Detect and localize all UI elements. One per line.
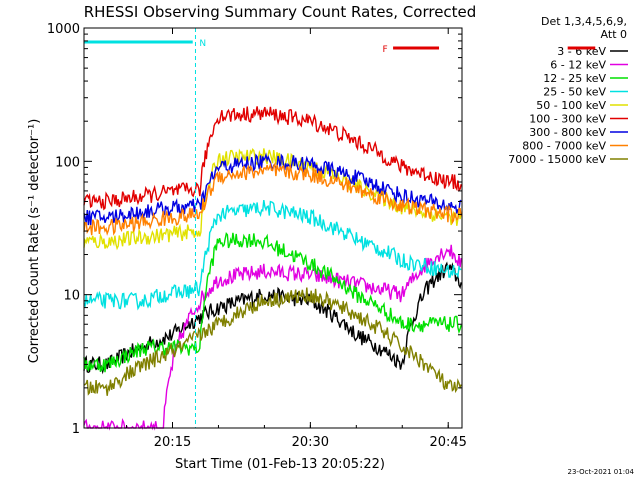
series-line-0 xyxy=(83,261,462,375)
y-tick-label: 1000 xyxy=(47,22,80,37)
y-tick-label: 100 xyxy=(55,155,80,170)
legend-label-5: 100 - 300 keV xyxy=(529,113,606,126)
y-tick-label: 10 xyxy=(63,289,80,304)
flag-label-F: F xyxy=(382,45,387,55)
legend-header-line-0: Det 1,3,4,5,6,9, xyxy=(541,15,627,28)
legend-label-8: 7000 - 15000 keV xyxy=(508,153,606,166)
plot-frame xyxy=(83,27,463,429)
series-line-5 xyxy=(83,106,462,211)
x-axis-label: Start Time (01-Feb-13 20:05:22) xyxy=(175,457,385,472)
legend-label-7: 800 - 7000 keV xyxy=(522,140,606,153)
legend-header-line-1: Att 0 xyxy=(601,28,627,41)
x-tick-label: 20:45 xyxy=(429,435,466,450)
legend-label-2: 12 - 25 keV xyxy=(543,72,606,85)
x-tick-label: 20:30 xyxy=(292,435,329,450)
series-line-3 xyxy=(83,199,462,311)
y-tick-label: 1 xyxy=(72,422,80,437)
flag-label-N: N xyxy=(199,39,206,49)
x-tick-label: 20:15 xyxy=(154,435,191,450)
legend-label-4: 50 - 100 keV xyxy=(536,99,606,112)
y-axis-label: Corrected Count Rate (s⁻¹ detector⁻¹) xyxy=(27,119,42,364)
legend-label-6: 300 - 800 keV xyxy=(529,126,606,139)
series-line-8 xyxy=(83,287,462,396)
series-line-2 xyxy=(83,231,462,373)
legend-label-3: 25 - 50 keV xyxy=(543,86,606,99)
legend-label-1: 6 - 12 keV xyxy=(550,59,606,72)
series-line-7 xyxy=(83,161,462,236)
timestamp: 23-Oct-2021 01:04 xyxy=(568,468,635,476)
series-line-4 xyxy=(83,148,462,251)
chart-title: RHESSI Observing Summary Count Rates, Co… xyxy=(84,3,477,21)
